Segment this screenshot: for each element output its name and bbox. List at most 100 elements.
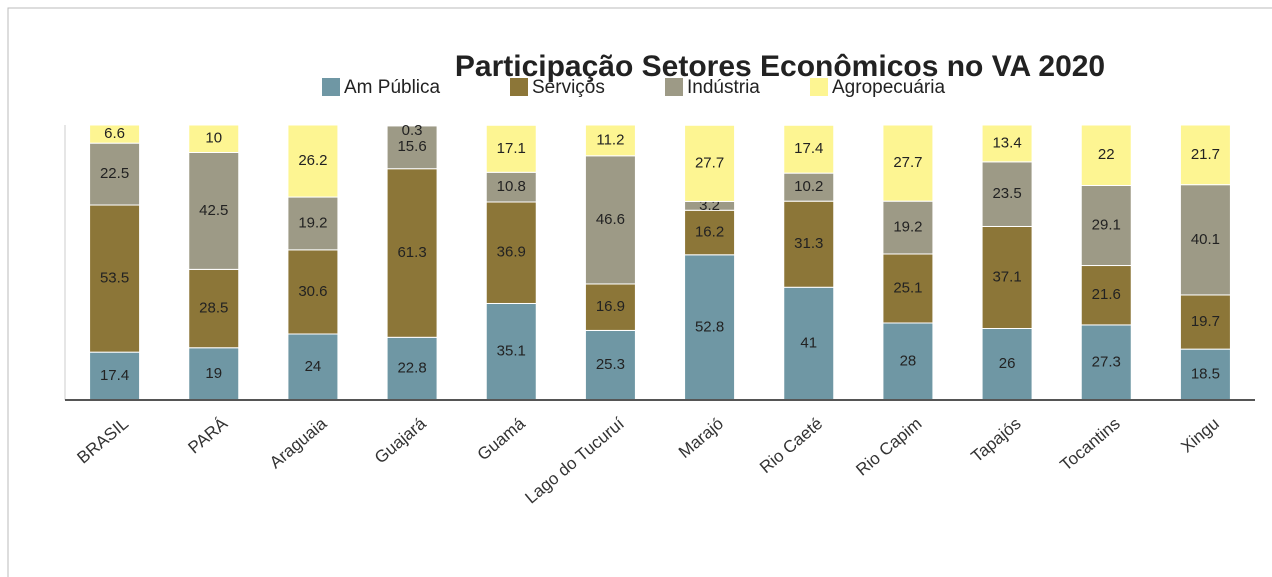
bar-segment (1179, 184, 1231, 296)
bar-segment (981, 328, 1033, 401)
bar-segment (783, 172, 835, 202)
bar-segment (188, 152, 240, 270)
bar-segment (684, 124, 736, 202)
data-label: 22 (1098, 146, 1115, 163)
bar-segment (485, 124, 537, 173)
bar-segment (584, 124, 636, 157)
data-label: 26 (999, 355, 1016, 372)
data-label: 10 (205, 130, 222, 147)
data-label: 19.2 (298, 214, 327, 231)
data-label: 27.3 (1092, 353, 1121, 370)
data-label: 15.6 (397, 138, 426, 155)
data-label: 27.7 (695, 154, 724, 171)
legend-label: Serviços (532, 77, 605, 98)
bar-segment (485, 171, 537, 203)
data-label: 29.1 (1092, 216, 1121, 233)
data-label: 41 (800, 335, 817, 352)
bar-segment (684, 209, 736, 256)
bar-segment (584, 155, 636, 285)
data-label: 10.8 (497, 178, 526, 195)
bar-segment (981, 161, 1033, 227)
bar-segment (981, 124, 1033, 163)
bar-segment (1179, 348, 1231, 401)
bar-segment (684, 254, 736, 401)
bar-segment (386, 124, 438, 127)
x-tick-label: Marajó (675, 414, 727, 462)
data-label: 21.7 (1191, 146, 1220, 163)
bar-segment (386, 125, 438, 170)
legend-swatch (810, 78, 828, 96)
data-label: 21.6 (1092, 286, 1121, 303)
bar-segment (485, 201, 537, 304)
data-label: 13.4 (992, 134, 1021, 151)
legend: Am Pública Serviços Indústria Agropecuária (322, 77, 945, 98)
data-label: 19.7 (1191, 313, 1220, 330)
x-tick-label: BRASIL (73, 414, 132, 467)
data-label: 0.3 (402, 122, 423, 139)
data-label: 19.2 (893, 219, 922, 236)
data-label: 31.3 (794, 235, 823, 252)
legend-label: Agropecuária (832, 77, 945, 98)
x-tick-label: Lago do Tucuruí (522, 414, 629, 508)
data-label: 35.1 (497, 343, 526, 360)
bar-segment (1080, 265, 1132, 326)
legend-swatch (322, 78, 340, 96)
data-label: 28 (900, 352, 917, 369)
legend-swatch (510, 78, 528, 96)
data-label: 24 (305, 358, 322, 375)
data-label: 16.2 (695, 223, 724, 240)
data-label: 25.1 (893, 279, 922, 296)
bar-segment (1179, 124, 1231, 186)
data-label: 23.5 (992, 185, 1021, 202)
bar-segment (287, 196, 339, 251)
bar-segment (1080, 124, 1132, 186)
chart-frame (7, 7, 1272, 577)
chart-title: Participação Setores Econômicos no VA 20… (455, 50, 1105, 83)
data-label: 17.1 (497, 140, 526, 157)
data-label: 40.1 (1191, 231, 1220, 248)
x-tick-label: Rio Capim (852, 414, 925, 480)
data-label: 36.9 (497, 244, 526, 261)
bar-segment (287, 333, 339, 401)
x-tick-label: Guamá (474, 414, 529, 465)
legend-label: Am Pública (344, 77, 441, 98)
x-tick-label: Tapajós (967, 414, 1024, 466)
data-label: 6.6 (104, 125, 125, 142)
data-label: 11.2 (596, 131, 624, 148)
data-label: 61.3 (397, 244, 426, 261)
bar-segment (981, 225, 1033, 330)
data-label: 53.5 (100, 270, 129, 287)
bar-segment (882, 124, 934, 202)
bar-segment (287, 249, 339, 335)
bar-segment (882, 200, 934, 255)
data-label: 25.3 (596, 356, 625, 373)
x-tick-label: Xingu (1177, 414, 1223, 457)
x-tick-label: Guajará (371, 414, 430, 468)
bar-segment (882, 322, 934, 401)
data-label: 37.1 (992, 268, 1021, 285)
data-label: 27.7 (893, 154, 922, 171)
x-tick-label: Rio Caeté (756, 414, 826, 477)
data-label: 18.5 (1191, 366, 1220, 383)
bar-segment (783, 124, 835, 174)
data-label: 26.2 (298, 152, 327, 169)
data-label: 22.8 (397, 360, 426, 377)
legend-swatch (665, 78, 683, 96)
data-label: 52.8 (695, 318, 724, 335)
legend-label: Indústria (687, 77, 760, 98)
bar-segment (287, 124, 339, 198)
bar-segment (1179, 294, 1231, 350)
data-label: 22.5 (100, 165, 129, 182)
data-label: 16.9 (596, 298, 625, 315)
x-tick-label: PARÁ (184, 414, 231, 458)
data-label: 42.5 (199, 202, 228, 219)
data-label: 17.4 (794, 140, 823, 157)
data-label: 17.4 (100, 367, 129, 384)
data-label: 46.6 (596, 211, 625, 228)
x-tick-label: Tocantins (1056, 414, 1123, 475)
data-label: 28.5 (199, 300, 228, 317)
data-label: 30.6 (298, 283, 327, 300)
data-label: 10.2 (794, 178, 823, 195)
x-tick-label: Araguaia (266, 414, 331, 473)
